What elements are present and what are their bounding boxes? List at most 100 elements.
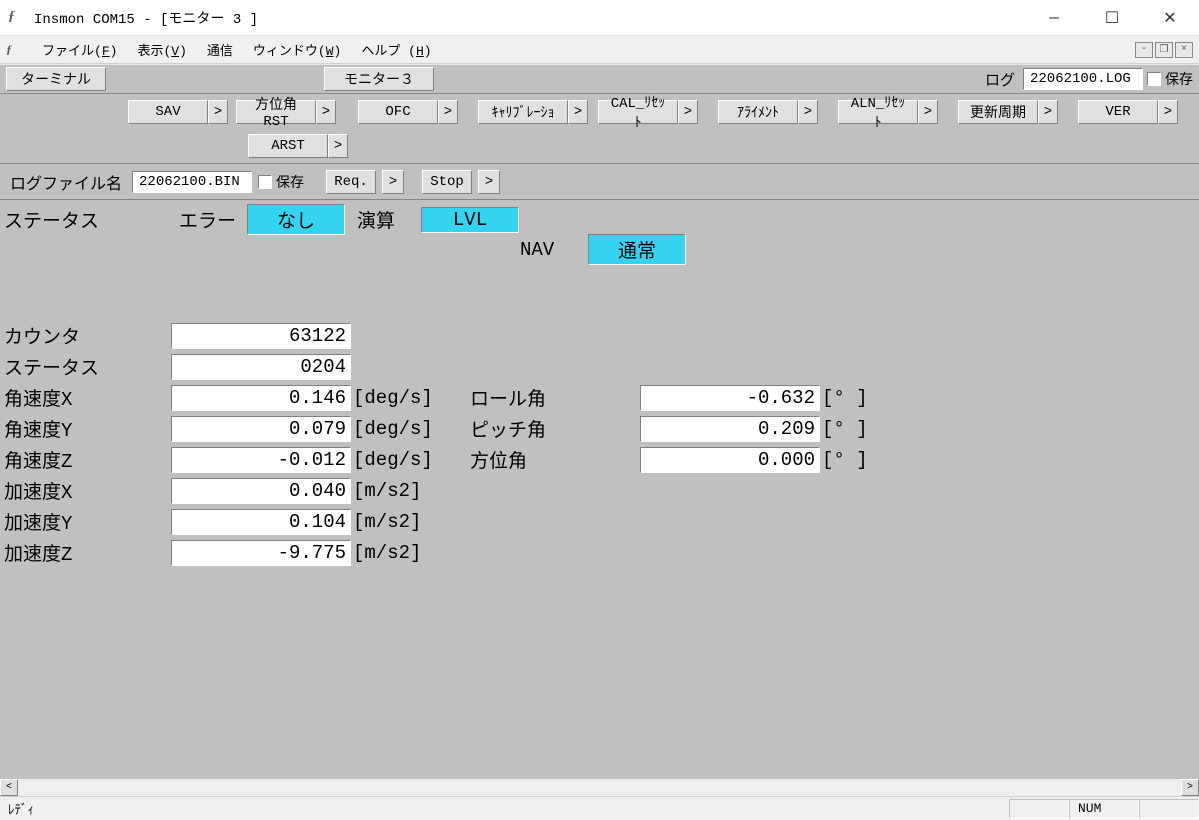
aln-reset-arrow-button[interactable]: > <box>918 100 938 124</box>
window-controls: — ☐ ✕ <box>1025 0 1199 35</box>
cal-reset-arrow-button[interactable]: > <box>678 100 698 124</box>
status-row-2: NAV 通常 <box>520 234 686 265</box>
data-label: 角速度Y <box>4 415 171 442</box>
azimuth-rst-arrow-button[interactable]: > <box>316 100 336 124</box>
mdi-controls: ‐ ❐ × <box>1135 42 1193 58</box>
mdi-minimize-button[interactable]: ‐ <box>1135 42 1153 58</box>
data-value: 63122 <box>171 323 351 349</box>
data-unit: [deg/s] <box>351 418 451 440</box>
horizontal-scrollbar[interactable]: < > <box>0 778 1199 796</box>
calibration-button[interactable]: ｷｬﾘﾌﾞﾚｰｼｮ <box>478 100 568 124</box>
stop-button[interactable]: Stop <box>422 170 472 194</box>
data-row: 加速度X0.040[m/s2] <box>4 475 451 506</box>
data-unit: [m/s2] <box>351 480 451 502</box>
data-label: 角速度X <box>4 384 171 411</box>
data-label: 加速度Y <box>4 508 171 535</box>
data-unit: [m/s2] <box>351 542 451 564</box>
data-area: カウンタ63122ステータス0204角速度X0.146[deg/s]角速度Y0.… <box>4 320 451 568</box>
log-save-checkbox[interactable]: 保存 <box>1147 69 1193 89</box>
cal-reset-button[interactable]: CAL_ﾘｾｯﾄ <box>598 100 678 124</box>
data-unit: [m/s2] <box>351 511 451 533</box>
data-row: 角速度Z-0.012[deg/s] <box>4 444 451 475</box>
aln-reset-button[interactable]: ALN_ﾘｾｯﾄ <box>838 100 918 124</box>
alignment-button[interactable]: ｱﾗｲﾒﾝﾄ <box>718 100 798 124</box>
stop-arrow-button[interactable]: > <box>478 170 500 194</box>
nav-value: 通常 <box>588 234 686 265</box>
mdi-close-button[interactable]: × <box>1175 42 1193 58</box>
logfile-save-checkbox[interactable]: 保存 <box>258 172 304 192</box>
data-value: 0.040 <box>171 478 351 504</box>
status-ready: ﾚﾃﾞｨ <box>0 799 1009 819</box>
data-value: 0.000 <box>640 447 820 473</box>
log-save-label: 保存 <box>1165 69 1193 89</box>
status-num: NUM <box>1069 799 1139 819</box>
data-value: 0.079 <box>171 416 351 442</box>
calibration-arrow-button[interactable]: > <box>568 100 588 124</box>
sav-arrow-button[interactable]: > <box>208 100 228 124</box>
close-button[interactable]: ✕ <box>1141 0 1199 35</box>
data-label: 角速度Z <box>4 446 171 473</box>
sav-button[interactable]: SAV <box>128 100 208 124</box>
menu-file[interactable]: ファイル(F) <box>32 38 127 61</box>
data-value: -9.775 <box>171 540 351 566</box>
azimuth-rst-button[interactable]: 方位角RST <box>236 100 316 124</box>
error-label: エラー <box>179 206 247 233</box>
data-label: 方位角 <box>470 446 640 473</box>
data-label: 加速度X <box>4 477 171 504</box>
data-row: ピッチ角0.209[° ] <box>470 413 868 444</box>
error-value: なし <box>247 204 345 235</box>
data-value: 0.209 <box>640 416 820 442</box>
data-unit: [° ] <box>820 387 868 409</box>
data-unit: [deg/s] <box>351 387 451 409</box>
update-cycle-button[interactable]: 更新周期 <box>958 100 1038 124</box>
menu-comm[interactable]: 通信 <box>197 38 243 61</box>
status-row-1: ステータス エラー なし 演算 LVL <box>4 204 519 235</box>
data-value: 0204 <box>171 354 351 380</box>
minimize-button[interactable]: — <box>1025 0 1083 35</box>
maximize-button[interactable]: ☐ <box>1083 0 1141 35</box>
scroll-track[interactable] <box>18 779 1181 796</box>
data-label: カウンタ <box>4 322 171 349</box>
data-row: 方位角0.000[° ] <box>470 444 868 475</box>
status-label: ステータス <box>4 206 179 233</box>
nav-label: NAV <box>520 239 588 261</box>
app-icon: ƒ <box>8 9 26 27</box>
data-row: 加速度Y0.104[m/s2] <box>4 506 451 537</box>
menu-window[interactable]: ウィンドウ(W) <box>243 38 351 61</box>
window-title: Insmon COM15 - [モニター 3 ] <box>34 8 1025 28</box>
monitor-button[interactable]: モニター３ <box>324 67 434 91</box>
scroll-left-button[interactable]: < <box>0 779 18 796</box>
logfile-input[interactable] <box>132 171 252 193</box>
logfile-label: ログファイル名 <box>6 170 126 194</box>
data-label: 加速度Z <box>4 539 171 566</box>
data-row: 加速度Z-9.775[m/s2] <box>4 537 451 568</box>
arst-arrow-button[interactable]: > <box>328 134 348 158</box>
scroll-right-button[interactable]: > <box>1181 779 1199 796</box>
ofc-button[interactable]: OFC <box>358 100 438 124</box>
alignment-arrow-button[interactable]: > <box>798 100 818 124</box>
data-label: ステータス <box>4 353 171 380</box>
req-button[interactable]: Req. <box>326 170 376 194</box>
data-row: 角速度Y0.079[deg/s] <box>4 413 451 444</box>
mdi-restore-button[interactable]: ❐ <box>1155 42 1173 58</box>
ofc-arrow-button[interactable]: > <box>438 100 458 124</box>
ver-arrow-button[interactable]: > <box>1158 100 1178 124</box>
data-value: -0.632 <box>640 385 820 411</box>
ver-button[interactable]: VER <box>1078 100 1158 124</box>
log-filename-input[interactable] <box>1023 68 1143 90</box>
arst-button[interactable]: ARST <box>248 134 328 158</box>
data-row: ステータス0204 <box>4 351 451 382</box>
data-value: 0.104 <box>171 509 351 535</box>
log-label: ログ <box>981 69 1019 90</box>
req-arrow-button[interactable]: > <box>382 170 404 194</box>
data-label: ロール角 <box>470 384 640 411</box>
menu-bar: ƒ ファイル(F) 表示(V) 通信 ウィンドウ(W) ヘルプ (H) ‐ ❐ … <box>0 36 1199 64</box>
update-cycle-arrow-button[interactable]: > <box>1038 100 1058 124</box>
data-area-right: ロール角-0.632[° ]ピッチ角0.209[° ]方位角0.000[° ] <box>470 382 868 475</box>
menu-help[interactable]: ヘルプ (H) <box>351 38 441 61</box>
menu-view[interactable]: 表示(V) <box>127 38 196 61</box>
terminal-button[interactable]: ターミナル <box>6 67 106 91</box>
data-row: 角速度X0.146[deg/s] <box>4 382 451 413</box>
data-value: 0.146 <box>171 385 351 411</box>
data-unit: [° ] <box>820 418 868 440</box>
